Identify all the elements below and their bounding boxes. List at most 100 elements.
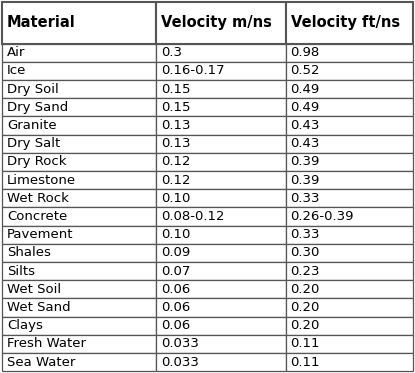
Text: Silts: Silts xyxy=(7,264,35,278)
Bar xyxy=(286,280,413,298)
Bar xyxy=(156,2,286,44)
Text: 0.06: 0.06 xyxy=(161,283,190,296)
Bar xyxy=(2,226,156,244)
Text: Ice: Ice xyxy=(7,65,27,78)
Text: 0.30: 0.30 xyxy=(290,247,320,259)
Text: Wet Rock: Wet Rock xyxy=(7,192,69,205)
Text: 0.52: 0.52 xyxy=(290,65,320,78)
Bar xyxy=(2,135,156,153)
Bar xyxy=(286,298,413,317)
Text: 0.13: 0.13 xyxy=(161,119,190,132)
Bar xyxy=(156,62,286,80)
Text: 0.39: 0.39 xyxy=(290,156,320,168)
Text: 0.33: 0.33 xyxy=(290,228,320,241)
Text: Wet Sand: Wet Sand xyxy=(7,301,71,314)
Bar xyxy=(286,262,413,280)
Bar xyxy=(156,317,286,335)
Bar xyxy=(2,244,156,262)
Bar xyxy=(2,44,156,62)
Bar xyxy=(2,262,156,280)
Text: 0.3: 0.3 xyxy=(161,46,182,59)
Text: 0.033: 0.033 xyxy=(161,337,199,350)
Bar xyxy=(2,116,156,135)
Text: Air: Air xyxy=(7,46,25,59)
Bar xyxy=(286,335,413,353)
Bar xyxy=(156,153,286,171)
Bar xyxy=(286,80,413,98)
Text: Dry Soil: Dry Soil xyxy=(7,83,59,95)
Bar xyxy=(286,207,413,226)
Text: Velocity ft/ns: Velocity ft/ns xyxy=(290,15,400,30)
Text: 0.98: 0.98 xyxy=(290,46,320,59)
Bar xyxy=(156,98,286,116)
Bar xyxy=(156,262,286,280)
Text: 0.33: 0.33 xyxy=(290,192,320,205)
Bar xyxy=(2,335,156,353)
Bar xyxy=(286,244,413,262)
Bar xyxy=(156,353,286,371)
Text: 0.09: 0.09 xyxy=(161,247,190,259)
Bar xyxy=(286,189,413,207)
Bar xyxy=(2,280,156,298)
Text: 0.10: 0.10 xyxy=(161,228,190,241)
Text: 0.16-0.17: 0.16-0.17 xyxy=(161,65,225,78)
Bar xyxy=(156,207,286,226)
Text: Material: Material xyxy=(7,15,76,30)
Bar xyxy=(286,135,413,153)
Text: 0.49: 0.49 xyxy=(290,101,320,114)
Bar xyxy=(286,226,413,244)
Bar xyxy=(2,171,156,189)
Bar xyxy=(286,2,413,44)
Bar xyxy=(286,317,413,335)
Bar xyxy=(2,207,156,226)
Text: 0.20: 0.20 xyxy=(290,301,320,314)
Text: 0.49: 0.49 xyxy=(290,83,320,95)
Text: Concrete: Concrete xyxy=(7,210,67,223)
Bar xyxy=(156,44,286,62)
Text: 0.43: 0.43 xyxy=(290,119,320,132)
Bar xyxy=(2,62,156,80)
Bar xyxy=(286,62,413,80)
Text: 0.20: 0.20 xyxy=(290,319,320,332)
Text: Fresh Water: Fresh Water xyxy=(7,337,86,350)
Text: 0.43: 0.43 xyxy=(290,137,320,150)
Text: 0.11: 0.11 xyxy=(290,355,320,369)
Bar xyxy=(286,116,413,135)
Bar xyxy=(286,353,413,371)
Text: 0.06: 0.06 xyxy=(161,319,190,332)
Bar xyxy=(2,353,156,371)
Text: Velocity m/ns: Velocity m/ns xyxy=(161,15,272,30)
Bar xyxy=(286,44,413,62)
Text: Clays: Clays xyxy=(7,319,43,332)
Bar xyxy=(156,116,286,135)
Text: Dry Rock: Dry Rock xyxy=(7,156,66,168)
Bar xyxy=(156,135,286,153)
Text: 0.10: 0.10 xyxy=(161,192,190,205)
Text: 0.12: 0.12 xyxy=(161,156,190,168)
Bar xyxy=(156,280,286,298)
Bar xyxy=(2,153,156,171)
Text: Dry Sand: Dry Sand xyxy=(7,101,68,114)
Bar xyxy=(156,298,286,317)
Text: Pavement: Pavement xyxy=(7,228,73,241)
Text: 0.23: 0.23 xyxy=(290,264,320,278)
Text: 0.15: 0.15 xyxy=(161,101,190,114)
Text: 0.11: 0.11 xyxy=(290,337,320,350)
Text: 0.15: 0.15 xyxy=(161,83,190,95)
Bar xyxy=(156,244,286,262)
Text: 0.20: 0.20 xyxy=(290,283,320,296)
Text: Limestone: Limestone xyxy=(7,173,76,186)
Bar xyxy=(156,80,286,98)
Bar xyxy=(2,298,156,317)
Bar xyxy=(156,226,286,244)
Bar xyxy=(2,80,156,98)
Bar xyxy=(2,317,156,335)
Text: Wet Soil: Wet Soil xyxy=(7,283,61,296)
Bar xyxy=(2,98,156,116)
Text: Shales: Shales xyxy=(7,247,51,259)
Bar xyxy=(2,2,156,44)
Text: 0.07: 0.07 xyxy=(161,264,190,278)
Text: 0.12: 0.12 xyxy=(161,173,190,186)
Text: 0.26-0.39: 0.26-0.39 xyxy=(290,210,354,223)
Text: 0.13: 0.13 xyxy=(161,137,190,150)
